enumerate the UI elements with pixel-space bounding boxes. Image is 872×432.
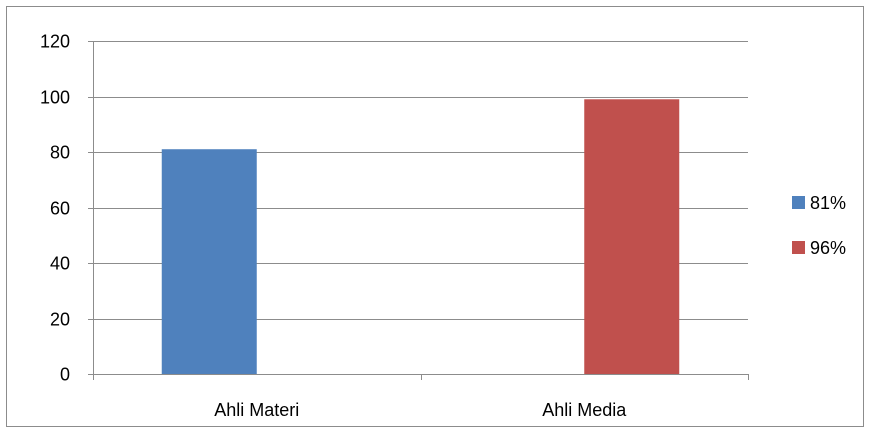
legend-label: 81% bbox=[810, 193, 846, 213]
y-tick-label: 100 bbox=[40, 88, 70, 108]
tick-labels: 0 20 40 60 80 100 120 Ahli Materi Ahli Media bbox=[40, 32, 627, 421]
legend-swatch bbox=[792, 241, 805, 254]
y-tick-label: 60 bbox=[50, 199, 70, 219]
axes bbox=[88, 41, 749, 380]
legend-label: 96% bbox=[810, 238, 846, 258]
legend: 81% 96% bbox=[792, 193, 846, 258]
x-tick-label: Ahli Media bbox=[542, 400, 627, 420]
y-tick-label: 40 bbox=[50, 254, 70, 274]
bar-ahli-media bbox=[584, 99, 680, 375]
y-tick-label: 0 bbox=[60, 365, 70, 385]
bar-ahli-materi bbox=[161, 149, 257, 374]
y-tick-label: 20 bbox=[50, 310, 70, 330]
y-tick-label: 120 bbox=[40, 32, 70, 52]
x-tick-label: Ahli Materi bbox=[214, 400, 299, 420]
y-tick-label: 80 bbox=[50, 143, 70, 163]
bars bbox=[161, 99, 680, 375]
chart-frame bbox=[6, 6, 864, 427]
legend-swatch bbox=[792, 196, 805, 209]
